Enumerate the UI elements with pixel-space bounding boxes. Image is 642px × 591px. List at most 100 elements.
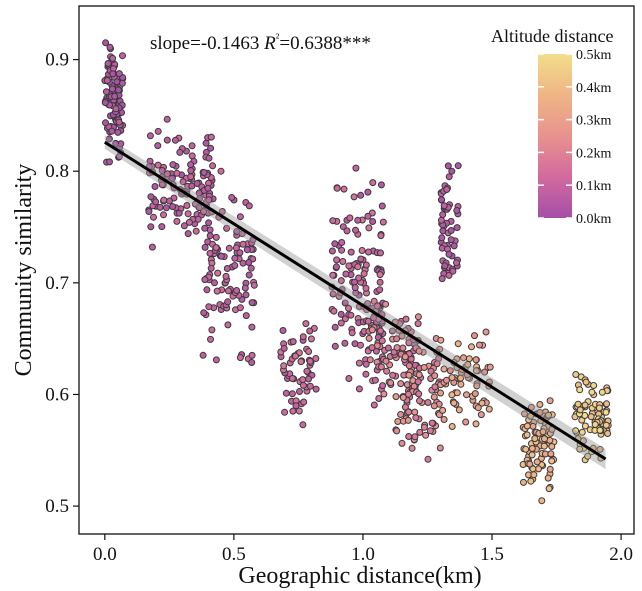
- regression-line: [104, 140, 607, 461]
- data-point: [158, 223, 166, 231]
- data-point: [299, 333, 307, 341]
- data-point: [331, 342, 339, 350]
- data-point: [388, 327, 396, 335]
- data-point: [604, 430, 612, 437]
- data-point: [383, 367, 391, 375]
- data-point: [428, 419, 436, 427]
- data-point: [548, 457, 556, 465]
- data-point: [387, 379, 395, 387]
- data-point: [368, 326, 376, 334]
- data-point: [188, 152, 196, 160]
- data-point: [113, 78, 121, 86]
- data-point: [354, 216, 362, 224]
- data-point: [351, 284, 359, 292]
- data-point: [366, 356, 374, 364]
- data-point: [341, 339, 349, 347]
- data-point: [523, 422, 531, 430]
- data-point: [424, 455, 432, 463]
- data-point: [398, 439, 406, 447]
- data-point: [206, 232, 214, 240]
- data-point: [443, 376, 450, 384]
- data-point: [148, 243, 156, 251]
- data-point: [529, 422, 537, 430]
- data-point: [523, 431, 531, 439]
- data-point: [243, 246, 251, 254]
- data-point: [379, 382, 387, 390]
- data-point: [485, 405, 493, 413]
- data-point: [245, 271, 253, 279]
- data-point: [436, 444, 444, 452]
- legend: Altitude distance 0.0km 0.1km 0.2km 0.3km 0.…: [491, 26, 613, 227]
- legend-colorbar: [538, 54, 572, 218]
- data-point: [205, 154, 213, 162]
- data-point: [306, 382, 314, 390]
- data-point: [547, 450, 555, 458]
- data-point: [464, 361, 472, 368]
- data-point: [370, 314, 377, 322]
- data-point: [405, 408, 413, 416]
- data-point: [339, 258, 347, 265]
- data-point: [453, 259, 460, 267]
- data-point: [111, 92, 119, 100]
- data-point: [114, 128, 122, 136]
- data-point: [214, 269, 222, 277]
- data-point: [595, 404, 603, 412]
- data-point: [184, 230, 192, 238]
- data-point: [242, 312, 250, 320]
- data-point: [168, 174, 176, 182]
- x-axis: 0.0 0.5 1.0 1.5 2.0: [93, 534, 633, 565]
- data-point: [439, 406, 447, 414]
- data-point: [233, 287, 241, 294]
- data-point: [187, 161, 195, 169]
- legend-tick-label: 0.3km: [576, 114, 612, 129]
- data-point: [207, 133, 215, 141]
- data-point: [112, 105, 120, 113]
- data-point: [305, 348, 313, 355]
- data-point: [414, 320, 422, 328]
- data-point: [398, 332, 406, 340]
- data-point: [289, 338, 297, 346]
- data-point: [242, 291, 250, 299]
- data-point: [376, 278, 384, 286]
- data-point: [171, 136, 179, 144]
- data-point: [521, 410, 528, 418]
- data-point: [596, 426, 604, 434]
- data-point: [364, 317, 372, 325]
- data-point: [158, 181, 166, 189]
- data-point: [445, 271, 453, 279]
- data-point: [299, 381, 307, 389]
- data-point: [202, 139, 210, 147]
- data-point: [200, 208, 208, 216]
- data-point: [446, 367, 454, 375]
- data-point: [348, 329, 356, 337]
- data-point: [105, 135, 113, 143]
- data-point: [528, 451, 536, 459]
- data-point: [453, 389, 461, 397]
- data-point: [340, 185, 348, 193]
- data-point: [402, 315, 410, 323]
- data-point: [204, 184, 212, 192]
- data-point: [201, 276, 209, 284]
- data-point: [218, 208, 226, 215]
- data-point: [248, 359, 256, 366]
- data-point: [205, 196, 213, 204]
- y-tick-label: 0.7: [45, 273, 69, 294]
- data-point: [217, 252, 225, 260]
- data-point: [291, 352, 299, 360]
- data-point: [331, 323, 339, 331]
- data-point: [370, 401, 378, 409]
- data-point: [312, 355, 320, 362]
- data-point: [453, 207, 461, 214]
- data-point: [224, 287, 232, 295]
- data-point: [380, 390, 388, 398]
- data-point: [463, 391, 470, 399]
- data-point: [352, 226, 359, 234]
- data-point: [530, 471, 538, 479]
- data-point: [474, 404, 482, 412]
- data-point: [602, 421, 610, 429]
- data-point: [416, 428, 424, 436]
- data-point: [179, 178, 187, 186]
- data-point: [587, 413, 595, 421]
- data-point: [440, 365, 448, 373]
- data-point: [581, 422, 589, 430]
